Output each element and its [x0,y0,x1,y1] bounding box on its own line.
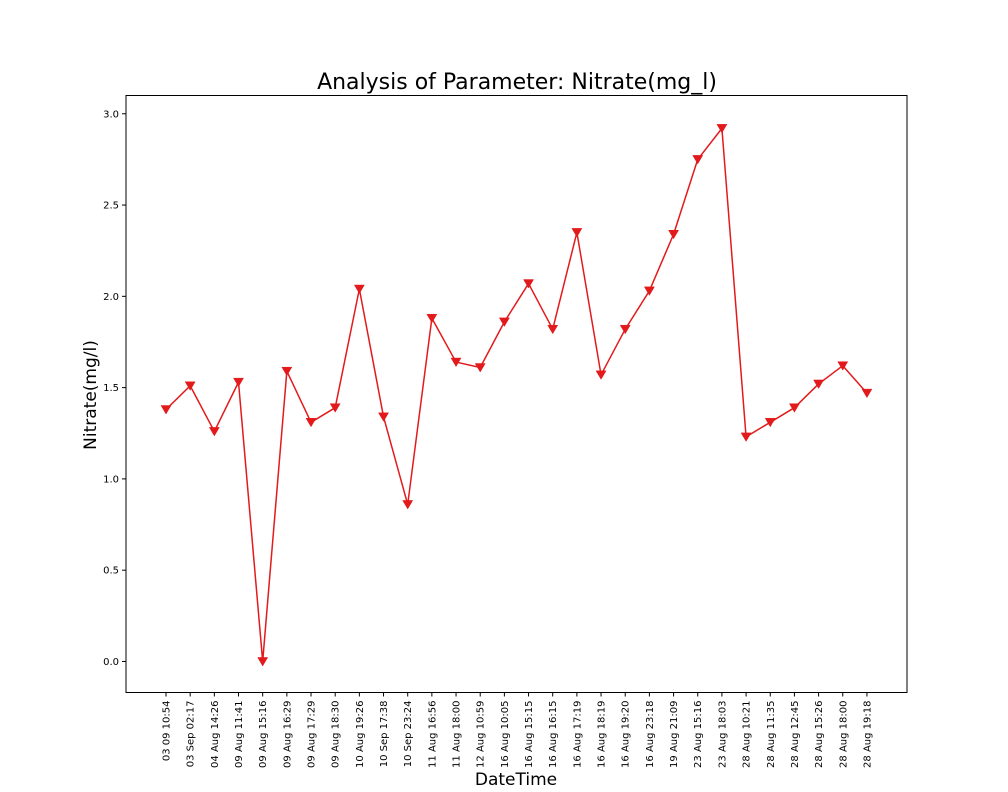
x-tick-label: 23 Aug 15:16 [693,701,704,768]
x-tick-label: 28 Aug 18:00 [838,701,849,768]
x-tick-label: 16 Aug 23:18 [645,701,656,768]
x-tick-label: 28 Aug 15:26 [814,701,825,768]
x-tick-label: 09 Aug 18:30 [331,701,342,768]
data-point-marker [305,418,317,428]
x-tick-label: 09 Aug 11:41 [234,701,245,768]
x-tick-label: 09 Aug 16:29 [282,701,293,768]
data-point-marker [184,381,196,391]
series-layer [160,124,873,667]
data-point-marker [474,363,486,373]
data-point-marker [257,657,269,667]
x-tick-label: 19 Aug 21:09 [669,701,680,768]
data-point-marker [450,357,462,368]
y-axis-label: Nitrate(mg/l) [81,340,101,450]
data-point-marker [788,403,800,413]
data-point-marker [595,370,607,380]
data-point-marker [764,418,776,428]
y-tick-label: 2.5 [103,201,119,212]
x-tick-label: 10 Aug 19:26 [355,701,366,768]
data-point-marker [692,155,704,165]
data-point-marker [643,286,655,296]
x-tick-label: 11 Aug 18:00 [452,701,463,768]
x-tick-label: 16 Aug 15:15 [524,701,535,768]
y-tick-label: 3.0 [103,109,119,120]
data-point-marker [233,377,244,388]
data-point-marker [378,412,389,422]
x-axis-label: DateTime [475,770,557,790]
data-point-marker [716,124,728,134]
x-tick-label: 28 Aug 10:21 [742,701,753,768]
data-point-marker [619,324,631,335]
data-point-marker [547,324,559,335]
x-tick-label: 16 Aug 18:19 [597,701,608,768]
data-point-marker [571,228,583,238]
data-point-marker [740,432,752,442]
series-line [165,127,868,663]
x-tick-label: 28 Aug 12:45 [790,701,801,768]
x-tick-label: 04 Aug 14:26 [210,701,221,768]
x-tick-label: 10 Sep 17:38 [379,701,390,768]
x-tick-label: 11 Aug 16:56 [427,701,438,768]
data-point-marker [837,361,849,371]
x-tick-label: 12 Aug 10:59 [476,701,487,768]
x-tick-label: 03 09 10:54 [162,701,173,762]
y-tick-label: 0.5 [103,566,119,577]
y-axis: 0.0 0.5 1.0 1.5 2.0 2.5 3.0 [103,109,126,668]
data-point-marker [498,317,510,327]
x-tick-label: 09 Aug 17:29 [307,701,318,768]
data-point-marker [402,500,414,510]
data-point-marker [329,403,341,413]
data-point-marker [426,313,438,324]
y-tick-label: 0.0 [103,657,119,668]
y-tick-label: 1.5 [103,383,119,394]
x-tick-label: 16 Aug 17:19 [572,701,583,768]
chart-title: Analysis of Parameter: Nitrate(mg_l) [317,70,717,95]
x-tick-label: 28 Aug 19:18 [862,701,873,768]
data-point-marker [353,284,365,295]
x-tick-label: 16 Aug 10:05 [500,701,511,768]
x-tick-label: 16 Aug 16:15 [548,701,559,768]
data-point-marker [813,379,825,389]
x-axis: 03 09 10:54 03 Sep 02:17 04 Aug 14:26 09 Au… [162,692,873,768]
x-tick-label: 23 Aug 18:03 [717,701,728,768]
data-point-marker [281,366,293,377]
data-point-marker [861,388,873,399]
x-tick-label: 09 Aug 15:16 [258,701,269,768]
y-tick-label: 1.0 [103,474,119,485]
data-point-marker [160,405,172,415]
plot-area-frame [125,95,908,693]
data-point-marker [208,427,220,437]
x-tick-label: 16 Aug 19:20 [621,701,632,768]
x-tick-label: 10 Sep 23:24 [403,701,414,768]
data-point-marker [668,230,680,240]
y-tick-label: 2.0 [103,292,119,303]
x-tick-label: 03 Sep 02:17 [186,701,197,768]
x-tick-label: 28 Aug 11:35 [766,701,777,768]
data-point-marker [523,279,534,289]
